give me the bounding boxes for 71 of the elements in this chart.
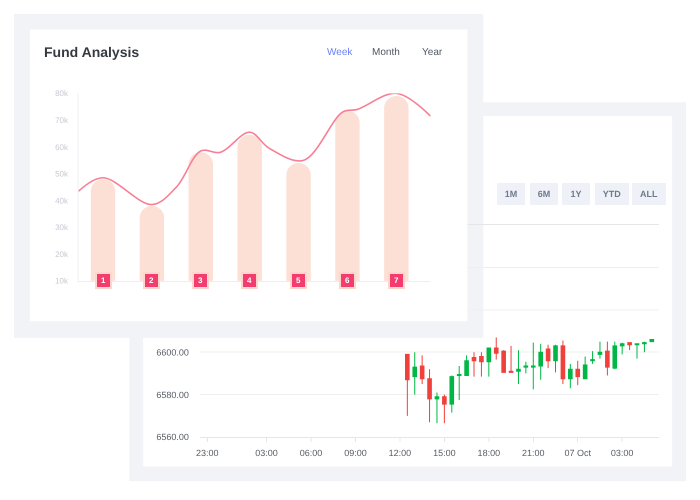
candlestick — [553, 344, 558, 373]
chart-title: Fund Analysis — [44, 44, 140, 60]
text: Month — [372, 47, 400, 58]
candlestick — [568, 363, 573, 389]
candlestick — [530, 342, 536, 390]
y-tick-label: 6580.00 — [156, 390, 189, 400]
y-tick-label: 60k — [55, 142, 69, 152]
x-tick-label: 6 — [345, 276, 350, 285]
candlestick — [412, 352, 418, 396]
x-tick-label: 5 — [296, 276, 301, 285]
y-tick-label: 70k — [55, 116, 69, 125]
text: Year — [422, 47, 443, 58]
x-tick-label: 23:00 — [196, 448, 219, 458]
x-tick-label: 15:00 — [433, 448, 456, 458]
y-tick-label: 40k — [55, 196, 69, 206]
x-tick-label: 03:00 — [610, 448, 634, 458]
candlestick — [508, 345, 514, 373]
candlestick — [642, 341, 647, 353]
candlestick — [420, 354, 424, 385]
candlestick — [575, 360, 580, 386]
line-series — [78, 93, 431, 206]
y-tick-label: 50k — [55, 170, 69, 179]
x-tick-label: 7 — [394, 276, 399, 285]
x-tick-label: 3 — [198, 276, 203, 285]
candlestick — [427, 368, 432, 423]
candlestick — [538, 343, 544, 380]
candlestick — [582, 356, 588, 380]
y-tick-label: 30k — [55, 223, 69, 232]
candlestick — [590, 350, 595, 364]
x-tick-label: 2 — [149, 276, 154, 285]
x-tick-label: 06:00 — [300, 448, 322, 458]
x-tick-label: 03:00 — [255, 448, 278, 458]
x-tick-label: 21:00 — [522, 448, 545, 458]
candlestick — [634, 343, 640, 360]
candlestick — [449, 375, 454, 414]
text: ALL — [640, 189, 658, 199]
x-tick-label: 1 — [101, 276, 106, 285]
y-tick-label: 20k — [55, 250, 69, 259]
y-tick-label: 80k — [55, 89, 69, 98]
candlestick — [605, 341, 610, 376]
candlestick — [434, 392, 440, 424]
candlestick — [620, 342, 625, 355]
x-tick-label: 4 — [247, 276, 252, 285]
x-tick-label: 18:00 — [478, 448, 500, 458]
candlestick — [524, 361, 528, 374]
candlestick — [472, 352, 476, 378]
y-tick-label: 6600.00 — [156, 347, 189, 358]
y-tick-label: 10k — [55, 276, 69, 286]
candlestick — [464, 354, 469, 376]
candlestick — [479, 352, 484, 378]
candlestick — [627, 342, 632, 351]
candlestick — [494, 336, 499, 360]
candlestick — [598, 341, 602, 360]
candlestick — [501, 350, 506, 373]
candlestick — [560, 340, 566, 385]
text: 6M — [538, 189, 550, 199]
x-tick-label: 07 Oct — [564, 448, 592, 458]
candlestick — [456, 366, 462, 400]
x-tick-label: 12:00 — [388, 448, 412, 458]
candlestick — [612, 341, 618, 370]
candlestick — [442, 394, 447, 424]
text: YTD — [602, 189, 622, 199]
candlestick — [516, 350, 521, 385]
text: 1M — [504, 189, 518, 199]
candlestick — [546, 344, 550, 369]
x-tick-label: 09:00 — [344, 448, 367, 458]
candlestick — [405, 354, 410, 416]
candlestick — [486, 347, 492, 378]
text: 1Y — [570, 189, 582, 199]
y-tick-label: 6560.00 — [156, 432, 189, 442]
text: Week — [327, 47, 354, 58]
